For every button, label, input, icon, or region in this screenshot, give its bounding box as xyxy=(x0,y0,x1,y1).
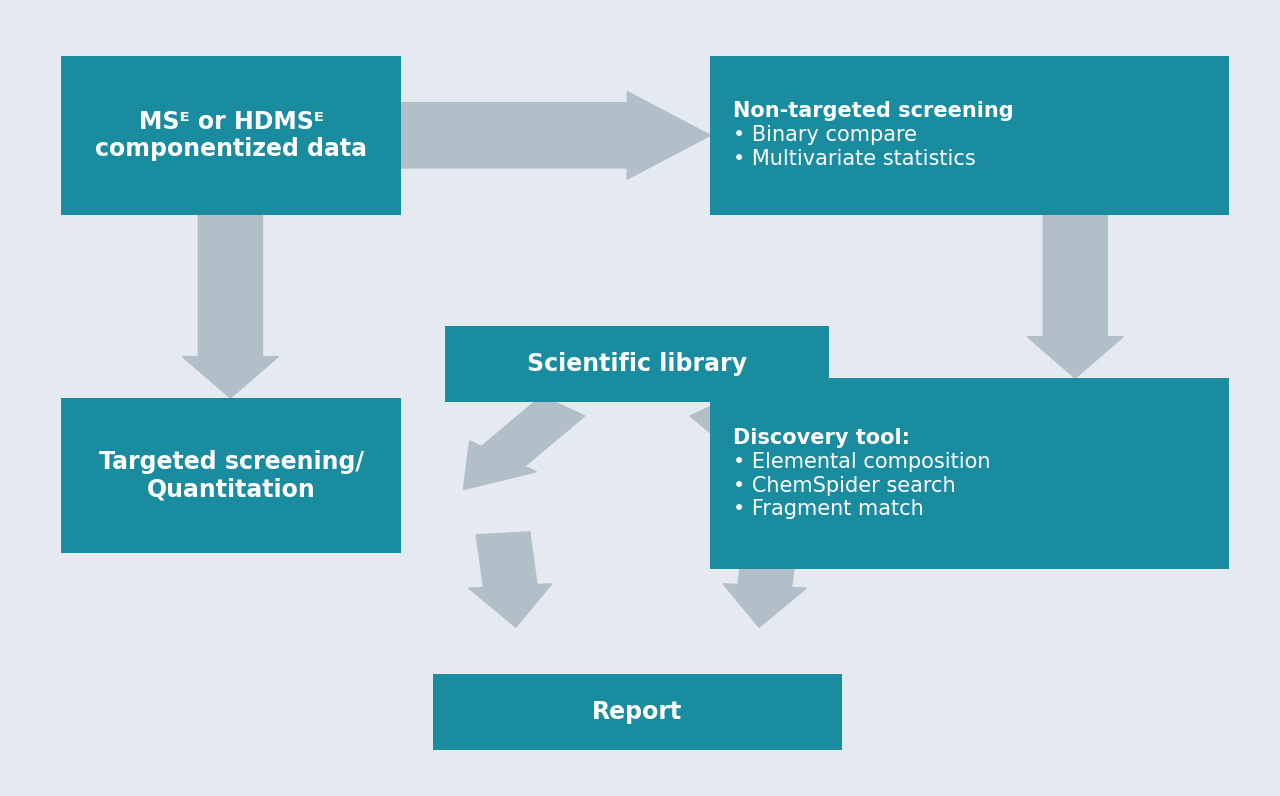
FancyArrow shape xyxy=(401,92,710,179)
FancyBboxPatch shape xyxy=(710,378,1229,569)
Text: Quantitation: Quantitation xyxy=(147,477,315,501)
Text: • Elemental composition: • Elemental composition xyxy=(733,451,991,472)
Text: Discovery tool:: Discovery tool: xyxy=(733,427,910,448)
Text: Targeted screening/: Targeted screening/ xyxy=(99,450,364,474)
FancyBboxPatch shape xyxy=(433,674,842,750)
FancyArrow shape xyxy=(468,532,552,627)
Text: componentized data: componentized data xyxy=(95,137,367,161)
Text: Scientific library: Scientific library xyxy=(527,352,748,377)
Text: MSᴱ or HDMSᴱ: MSᴱ or HDMSᴱ xyxy=(138,110,324,134)
Text: Report: Report xyxy=(593,700,682,724)
FancyArrow shape xyxy=(463,396,585,490)
Text: • Multivariate statistics: • Multivariate statistics xyxy=(733,149,977,170)
FancyBboxPatch shape xyxy=(61,398,401,553)
Text: Non-targeted screening: Non-targeted screening xyxy=(733,101,1014,122)
FancyArrow shape xyxy=(690,396,812,490)
FancyBboxPatch shape xyxy=(445,326,829,402)
FancyBboxPatch shape xyxy=(61,56,401,215)
FancyArrow shape xyxy=(723,532,806,627)
FancyArrow shape xyxy=(182,215,279,398)
Text: • Fragment match: • Fragment match xyxy=(733,499,924,520)
FancyBboxPatch shape xyxy=(710,56,1229,215)
Text: • ChemSpider search: • ChemSpider search xyxy=(733,475,956,496)
FancyArrow shape xyxy=(1028,215,1124,378)
Text: • Binary compare: • Binary compare xyxy=(733,125,918,146)
